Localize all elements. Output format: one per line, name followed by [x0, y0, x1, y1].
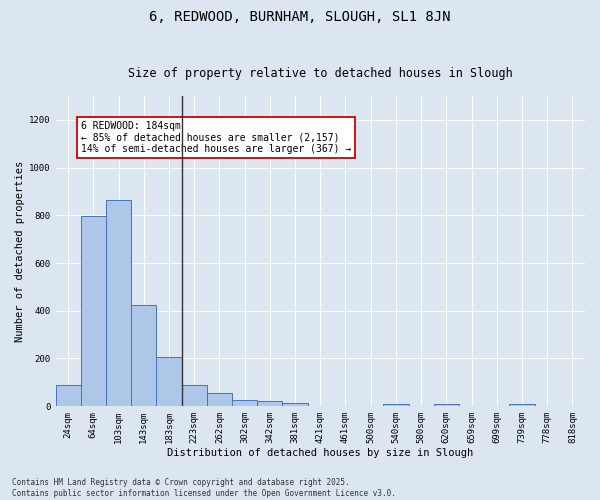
- Bar: [131, 305, 157, 406]
- Bar: [56, 384, 81, 406]
- Bar: [106, 200, 131, 406]
- Bar: [257, 402, 283, 406]
- Bar: [283, 402, 308, 406]
- Bar: [232, 400, 257, 406]
- X-axis label: Distribution of detached houses by size in Slough: Distribution of detached houses by size …: [167, 448, 473, 458]
- Text: 6, REDWOOD, BURNHAM, SLOUGH, SL1 8JN: 6, REDWOOD, BURNHAM, SLOUGH, SL1 8JN: [149, 10, 451, 24]
- Bar: [434, 404, 459, 406]
- Y-axis label: Number of detached properties: Number of detached properties: [15, 160, 25, 342]
- Bar: [182, 384, 207, 406]
- Bar: [81, 216, 106, 406]
- Bar: [509, 404, 535, 406]
- Bar: [383, 404, 409, 406]
- Bar: [157, 358, 182, 406]
- Title: Size of property relative to detached houses in Slough: Size of property relative to detached ho…: [128, 66, 512, 80]
- Bar: [207, 393, 232, 406]
- Text: 6 REDWOOD: 184sqm
← 85% of detached houses are smaller (2,157)
14% of semi-detac: 6 REDWOOD: 184sqm ← 85% of detached hous…: [81, 121, 351, 154]
- Text: Contains HM Land Registry data © Crown copyright and database right 2025.
Contai: Contains HM Land Registry data © Crown c…: [12, 478, 396, 498]
